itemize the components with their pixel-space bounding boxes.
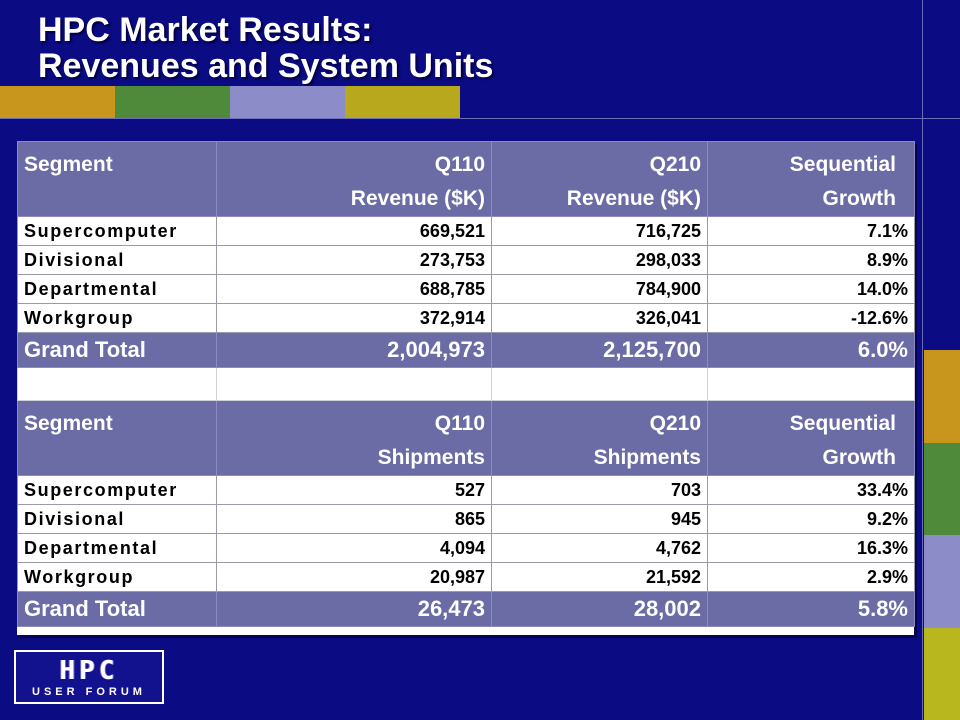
table-row: Supercomputer 669,521 716,725 7.1% [17,216,915,246]
q110-cell: 688,785 [216,274,492,304]
header-sequential-growth: Sequential Growth [707,400,915,476]
spacer-row [17,367,915,401]
strip-tile [924,442,960,535]
header-segment: Segment [17,400,217,476]
slide-title: HPC Market Results: Revenues and System … [38,12,493,84]
header-line: Growth [822,446,897,469]
segment-cell: Departmental [17,533,217,563]
table-row: Workgroup 372,914 326,041 -12.6% [17,303,915,333]
header-line: Shipments [593,446,701,469]
q110-cell: 4,094 [216,533,492,563]
total-q210: 28,002 [491,591,708,627]
header-q110-revenue: Q110 Revenue ($K) [216,141,492,217]
logo-main-text: HPC [59,656,119,686]
header-line: Sequential [789,153,896,176]
total-label: Grand Total [17,591,217,627]
revenue-header-row: Segment Q110 Revenue ($K) Q210 Revenue (… [17,141,915,217]
q110-cell: 527 [216,475,492,505]
q210-cell: 716,725 [491,216,708,246]
decorative-photo-strip-right [924,350,960,720]
total-label: Grand Total [17,332,217,368]
segment-cell: Workgroup [17,303,217,333]
hpc-results-table: Segment Q110 Revenue ($K) Q210 Revenue (… [17,141,915,627]
q210-cell: 21,592 [491,562,708,592]
growth-cell: 14.0% [707,274,915,304]
logo-sub-text: USER FORUM [32,686,146,698]
segment-cell: Supercomputer [17,216,217,246]
header-line: Q110 [434,412,485,435]
hpc-user-forum-logo: HPC USER FORUM [14,650,164,704]
growth-cell: 8.9% [707,245,915,275]
growth-cell: 7.1% [707,216,915,246]
spacer-cell [17,367,217,401]
q110-cell: 20,987 [216,562,492,592]
header-line: Revenue ($K) [350,187,485,210]
revenue-grand-total-row: Grand Total 2,004,973 2,125,700 6.0% [17,332,915,368]
header-line: Revenue ($K) [566,187,701,210]
total-growth: 6.0% [707,332,915,368]
spacer-cell [216,367,492,401]
strip-tile [230,86,345,118]
data-table-panel: Segment Q110 Revenue ($K) Q210 Revenue (… [17,141,915,635]
spacer-cell [707,367,915,401]
total-growth: 5.8% [707,591,915,627]
decorative-photo-strip-top [0,86,460,118]
growth-cell: 33.4% [707,475,915,505]
slide-title-line1: HPC Market Results: [38,11,373,49]
segment-cell: Divisional [17,504,217,534]
total-q110: 2,004,973 [216,332,492,368]
table-row: Departmental 4,094 4,762 16.3% [17,533,915,563]
header-segment: Segment [17,141,217,217]
strip-tile [0,86,115,118]
q110-cell: 865 [216,504,492,534]
header-line: Q210 [649,412,701,435]
total-q110: 26,473 [216,591,492,627]
strip-tile [924,350,960,443]
q210-cell: 326,041 [491,303,708,333]
strip-tile [924,627,960,720]
header-line: Q110 [434,153,485,176]
growth-cell: 9.2% [707,504,915,534]
growth-cell: 2.9% [707,562,915,592]
q210-cell: 4,762 [491,533,708,563]
table-row: Supercomputer 527 703 33.4% [17,475,915,505]
segment-cell: Departmental [17,274,217,304]
segment-cell: Supercomputer [17,475,217,505]
q210-cell: 298,033 [491,245,708,275]
table-row: Divisional 273,753 298,033 8.9% [17,245,915,275]
shipments-grand-total-row: Grand Total 26,473 28,002 5.8% [17,591,915,627]
growth-cell: -12.6% [707,303,915,333]
header-line: Growth [822,187,897,210]
shipments-header-row: Segment Q110 Shipments Q210 Shipments Se… [17,400,915,476]
q110-cell: 273,753 [216,245,492,275]
q210-cell: 703 [491,475,708,505]
q110-cell: 372,914 [216,303,492,333]
vertical-divider [922,0,923,720]
header-line: Sequential [789,412,896,435]
horizontal-divider [0,118,960,119]
segment-cell: Workgroup [17,562,217,592]
table-row: Divisional 865 945 9.2% [17,504,915,534]
strip-tile [924,535,960,628]
header-line: Shipments [377,446,485,469]
slide-title-line2: Revenues and System Units [38,47,494,85]
growth-cell: 16.3% [707,533,915,563]
header-sequential-growth: Sequential Growth [707,141,915,217]
q210-cell: 945 [491,504,708,534]
total-q210: 2,125,700 [491,332,708,368]
q110-cell: 669,521 [216,216,492,246]
header-q210-shipments: Q210 Shipments [491,400,708,476]
strip-tile [345,86,460,118]
strip-tile [115,86,230,118]
header-line: Q210 [649,153,701,176]
header-q110-shipments: Q110 Shipments [216,400,492,476]
q210-cell: 784,900 [491,274,708,304]
header-q210-revenue: Q210 Revenue ($K) [491,141,708,217]
table-row: Workgroup 20,987 21,592 2.9% [17,562,915,592]
segment-cell: Divisional [17,245,217,275]
spacer-cell [491,367,708,401]
table-row: Departmental 688,785 784,900 14.0% [17,274,915,304]
